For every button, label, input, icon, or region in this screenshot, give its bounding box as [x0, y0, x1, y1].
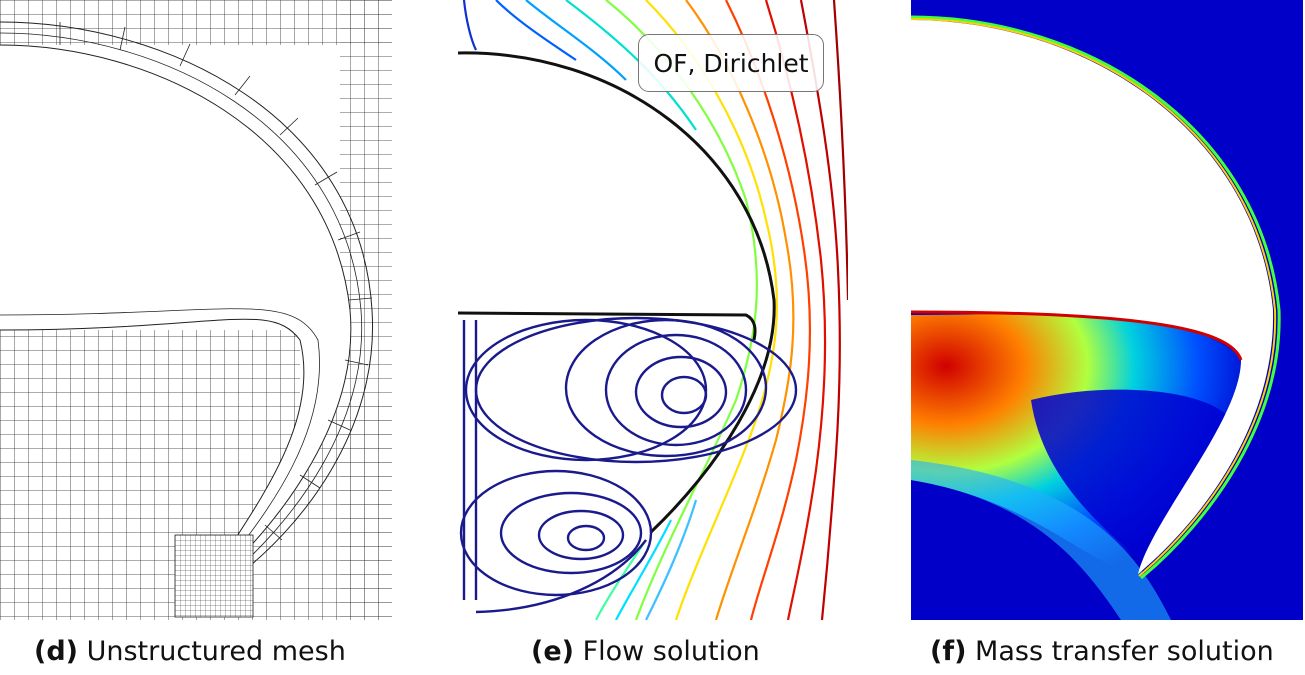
caption-d-text: Unstructured mesh [86, 636, 346, 667]
caption-d: (d) Unstructured mesh [34, 636, 346, 667]
mesh-lower-block [0, 330, 300, 620]
mesh-top-band [0, 0, 392, 45]
mesh-refined-block [174, 534, 254, 618]
caption-e: (e) Flow solution [531, 636, 760, 667]
mass-transfer-plot [911, 0, 1303, 620]
bubble-region [911, 20, 1274, 574]
boundary-layer [911, 15, 1281, 580]
caption-f: (f) Mass transfer solution [930, 636, 1274, 667]
bubble-interface [457, 51, 776, 534]
flow-plot [457, 0, 848, 620]
mass-transfer-panel [911, 0, 1303, 620]
lower-interface [457, 311, 757, 341]
caption-e-text: Flow solution [582, 636, 760, 667]
caption-f-label: (f) [930, 636, 967, 667]
caption-e-label: (e) [531, 636, 574, 667]
legend-box: OF, Dirichlet [638, 34, 824, 92]
mesh-interface-cells [59, 22, 373, 541]
vortex-streamlines [459, 316, 798, 614]
mesh-panel [0, 0, 392, 620]
bubble-region [0, 45, 351, 575]
caption-f-text: Mass transfer solution [975, 636, 1274, 667]
mesh-plot [0, 0, 392, 620]
caption-d-label: (d) [34, 636, 79, 667]
flow-panel: OF, Dirichlet [456, 0, 848, 620]
